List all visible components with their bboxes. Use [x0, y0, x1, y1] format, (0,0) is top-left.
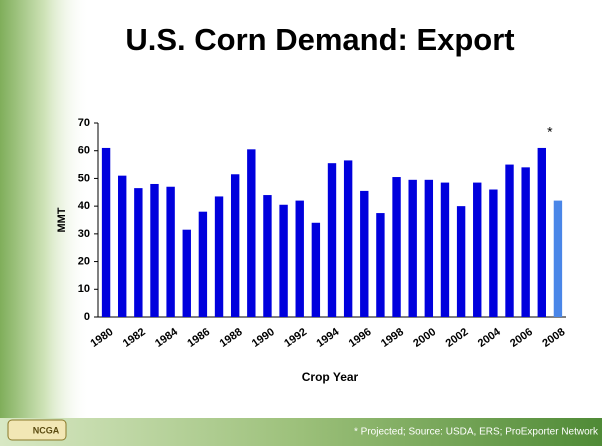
bar [473, 182, 482, 317]
chart-title: U.S. Corn Demand: Export [125, 22, 514, 57]
bar [360, 190, 369, 317]
footer-band [0, 418, 602, 446]
y-tick-label: 50 [78, 172, 90, 184]
annotation: * [547, 124, 553, 140]
bar [230, 174, 240, 317]
bar [247, 149, 256, 317]
bar [424, 179, 434, 317]
bar [118, 175, 127, 317]
bar [537, 147, 546, 317]
bar [214, 196, 224, 317]
logo-badge [7, 419, 67, 441]
bar [295, 200, 304, 317]
bar [166, 186, 175, 317]
y-axis-label: MMT [56, 207, 68, 232]
bar [343, 160, 353, 317]
y-tick-label: 60 [78, 145, 90, 157]
y-tick-label: 70 [78, 117, 90, 129]
grass-decoration [0, 0, 90, 446]
logo: NCGA [33, 425, 60, 435]
bar [263, 195, 272, 317]
bar [279, 204, 288, 317]
bar [327, 163, 337, 317]
bar [408, 179, 417, 317]
bar [311, 222, 321, 317]
y-tick-label: 10 [78, 283, 90, 295]
bar [521, 167, 530, 317]
footnote: * Projected; Source: USDA, ERS; ProExpor… [354, 427, 599, 438]
bar [392, 177, 401, 317]
bar [505, 164, 514, 317]
y-tick-label: 20 [78, 255, 90, 267]
y-tick-label: 0 [84, 311, 90, 323]
bar [456, 206, 466, 317]
bar [101, 147, 111, 317]
bar [134, 188, 143, 317]
x-axis-label: Crop Year [302, 370, 359, 384]
bar [198, 211, 208, 317]
y-tick-label: 40 [78, 200, 90, 212]
bar [150, 183, 159, 317]
y-tick-label: 30 [78, 228, 90, 240]
bar [376, 213, 385, 317]
bar [553, 200, 563, 317]
bar [489, 189, 498, 317]
bar [440, 182, 450, 317]
bar [182, 229, 191, 317]
